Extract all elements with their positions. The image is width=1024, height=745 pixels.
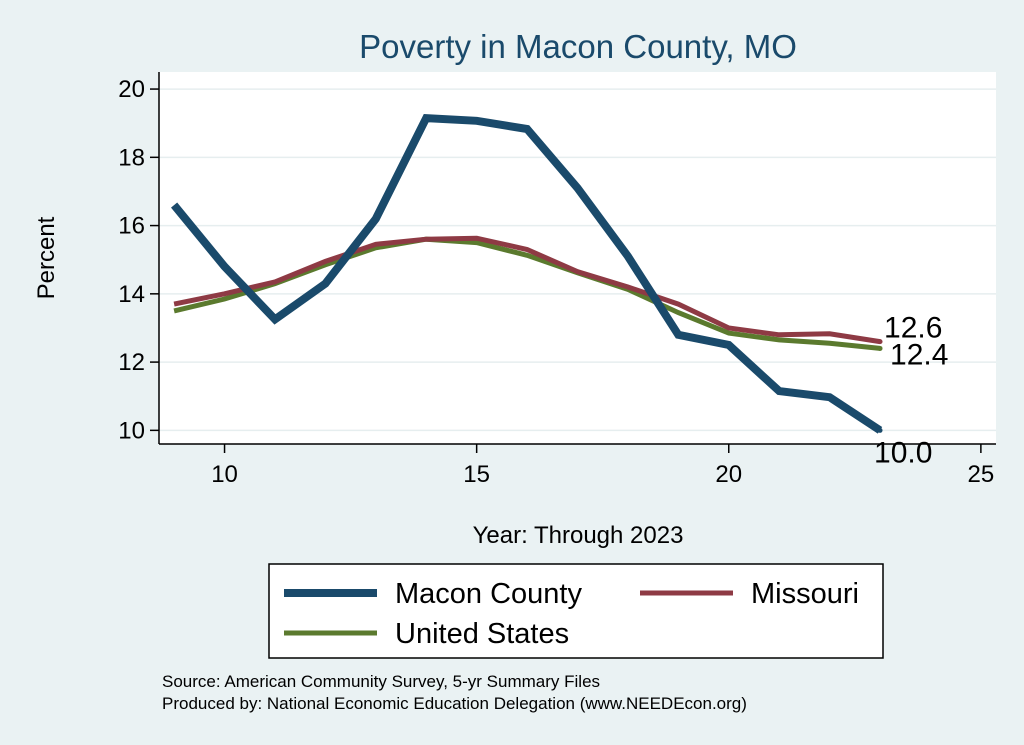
legend-label-missouri: Missouri [751,578,859,610]
grid-lines [159,88,996,432]
source-line-2: Produced by: National Economic Education… [162,694,747,713]
x-tick-label: 10 [211,461,238,488]
axes: 10 12 14 16 18 20 10 15 20 25 [118,72,996,488]
y-tick-label: 14 [118,281,145,308]
series-line-missouri [173,235,881,345]
legend-label-united-states: United States [395,618,569,650]
end-label-united-states: 12.4 [890,338,948,371]
series-lines [171,113,883,434]
legend-box [268,563,884,659]
y-axis-title: Percent [33,216,60,299]
y-tick-label: 18 [118,144,145,171]
end-marker-united-states [877,345,883,351]
end-label-macon-county: 10.0 [874,436,932,469]
x-axis-title: Year: Through 2023 [473,522,684,549]
x-tick-label: 25 [968,461,995,488]
end-labels: 12.612.4 10.0 [874,312,948,470]
y-tick-label: 16 [118,213,145,240]
legend-label-macon-county: Macon County [395,578,582,610]
source-line-1: Source: American Community Survey, 5-yr … [162,672,600,691]
end-marker-macon-county [877,427,883,433]
series-line-macon-county [171,113,883,434]
y-tick-label: 12 [118,349,145,376]
end-label-missouri: 12.6 [884,312,942,345]
legend: Macon County Missouri United States [268,563,884,659]
y-tick-label: 20 [118,76,145,103]
chart-title: Poverty in Macon County, MO [359,28,797,65]
x-tick-label: 20 [715,461,742,488]
y-tick-label: 10 [118,417,145,444]
x-tick-label: 15 [463,461,490,488]
plot-area [159,72,996,444]
end-marker-missouri [877,339,883,345]
